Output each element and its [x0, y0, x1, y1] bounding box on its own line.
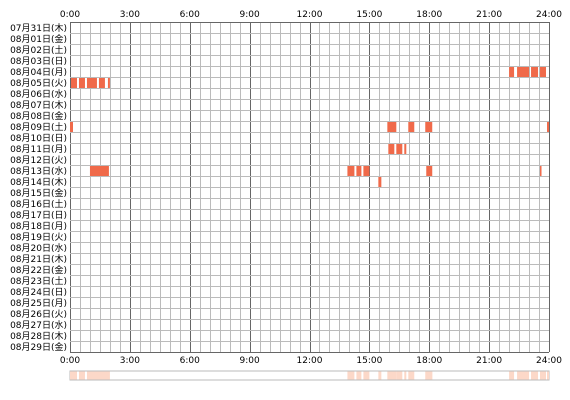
- activity-mark: [531, 67, 539, 77]
- row-label: 08月27日(水): [10, 319, 67, 331]
- activity-mark: [86, 78, 97, 88]
- x-tick-label-top: 12:00: [297, 10, 323, 20]
- x-tick-label-bottom: 3:00: [120, 356, 140, 366]
- row-label: 08月05日(火): [10, 78, 67, 89]
- activity-mark: [70, 78, 77, 88]
- activity-mark: [347, 166, 355, 176]
- summary-mark: [363, 371, 370, 380]
- chart-labels: 0:00 0:00 3:00 3:00 6:00 6:00 9:00 9:00 12:00 12:…: [10, 10, 562, 366]
- row-label: 08月04日(月): [10, 67, 67, 78]
- summary-mark: [70, 371, 73, 380]
- summary-mark: [426, 371, 433, 380]
- activity-mark: [547, 122, 549, 132]
- row-label: 08月21日(木): [10, 253, 67, 265]
- x-tick-label-bottom: 12:00: [297, 356, 323, 366]
- x-tick-label-top: 15:00: [356, 10, 382, 20]
- activity-mark: [540, 166, 542, 176]
- row-label: 08月13日(水): [10, 165, 67, 177]
- activity-mark: [387, 122, 397, 132]
- activity-mark: [517, 67, 530, 77]
- activity-marks: [70, 67, 549, 187]
- summary-mark: [408, 371, 415, 380]
- summary-mark: [378, 371, 382, 380]
- activity-mark: [356, 166, 362, 176]
- summary-bar: [69, 370, 550, 381]
- row-label: 08月22日(金): [10, 264, 67, 276]
- x-tick-label-top: 21:00: [476, 10, 502, 20]
- summary-mark: [540, 371, 542, 380]
- x-tick-label-bottom: 18:00: [416, 356, 442, 366]
- activity-mark: [89, 166, 109, 176]
- activity-mark: [509, 67, 515, 77]
- summary-bar-frame: [69, 370, 550, 381]
- x-tick-label-top: 6:00: [180, 10, 200, 20]
- row-label: 08月24日(日): [10, 287, 67, 298]
- activity-mark: [378, 177, 382, 187]
- summary-mark: [547, 371, 549, 380]
- activity-mark: [70, 122, 73, 132]
- row-label: 08月25日(月): [10, 298, 67, 309]
- row-label: 07月31日(木): [10, 22, 67, 34]
- summary-mark: [89, 371, 109, 380]
- summary-mark: [396, 371, 403, 380]
- row-label: 08月20日(水): [10, 242, 67, 254]
- activity-mark: [388, 144, 395, 154]
- row-label: 08月14日(木): [10, 176, 67, 188]
- activity-mark: [404, 144, 407, 154]
- row-label: 08月26日(火): [10, 309, 67, 320]
- summary-mark: [356, 371, 362, 380]
- summary-mark: [517, 371, 530, 380]
- x-tick-label-bottom: 24:00: [536, 356, 562, 366]
- x-tick-label-bottom: 15:00: [356, 356, 382, 366]
- x-tick-label-top: 24:00: [536, 10, 562, 20]
- row-label: 08月17日(日): [10, 210, 67, 221]
- x-tick-label-bottom: 21:00: [476, 356, 502, 366]
- activity-mark: [396, 144, 403, 154]
- summary-mark: [78, 371, 85, 380]
- activity-mark: [107, 78, 110, 88]
- summary-mark: [388, 371, 395, 380]
- x-tick-label-top: 0:00: [60, 10, 80, 20]
- row-label: 08月15日(金): [10, 187, 67, 199]
- x-tick-label-top: 18:00: [416, 10, 442, 20]
- row-label: 08月08日(金): [10, 110, 67, 122]
- activity-mark: [426, 166, 433, 176]
- row-label: 08月11日(月): [10, 144, 67, 155]
- row-label: 08月07日(木): [10, 99, 67, 111]
- summary-mark: [509, 371, 515, 380]
- x-tick-label-bottom: 9:00: [240, 356, 260, 366]
- row-label: 08月23日(土): [10, 275, 67, 287]
- row-label: 08月09日(土): [10, 121, 67, 133]
- x-tick-label-top: 3:00: [120, 10, 140, 20]
- row-label: 08月10日(日): [10, 133, 67, 144]
- summary-mark: [404, 371, 407, 380]
- activity-mark: [425, 122, 433, 132]
- x-tick-label-bottom: 0:00: [60, 356, 80, 366]
- row-label: 08月28日(木): [10, 330, 67, 342]
- row-label: 08月12日(火): [10, 155, 67, 166]
- row-label: 08月02日(土): [10, 44, 67, 56]
- x-tick-label-top: 9:00: [240, 10, 260, 20]
- row-label: 08月16日(土): [10, 198, 67, 210]
- summary-mark: [347, 371, 355, 380]
- summary-mark: [531, 371, 539, 380]
- chart-grid: [70, 22, 550, 353]
- summary-mark: [70, 371, 77, 380]
- x-tick-label-bottom: 6:00: [180, 356, 200, 366]
- activity-mark: [540, 67, 547, 77]
- activity-mark: [78, 78, 85, 88]
- row-label: 08月03日(日): [10, 56, 67, 67]
- row-label: 08月29日(金): [10, 341, 67, 353]
- activity-mark: [98, 78, 105, 88]
- activity-mark: [363, 166, 370, 176]
- row-label: 08月06日(水): [10, 88, 67, 100]
- row-label: 08月01日(金): [10, 33, 67, 45]
- row-label: 08月19日(火): [10, 232, 67, 243]
- activity-mark: [408, 122, 415, 132]
- summary-mark: [540, 371, 547, 380]
- row-label: 08月18日(月): [10, 221, 67, 232]
